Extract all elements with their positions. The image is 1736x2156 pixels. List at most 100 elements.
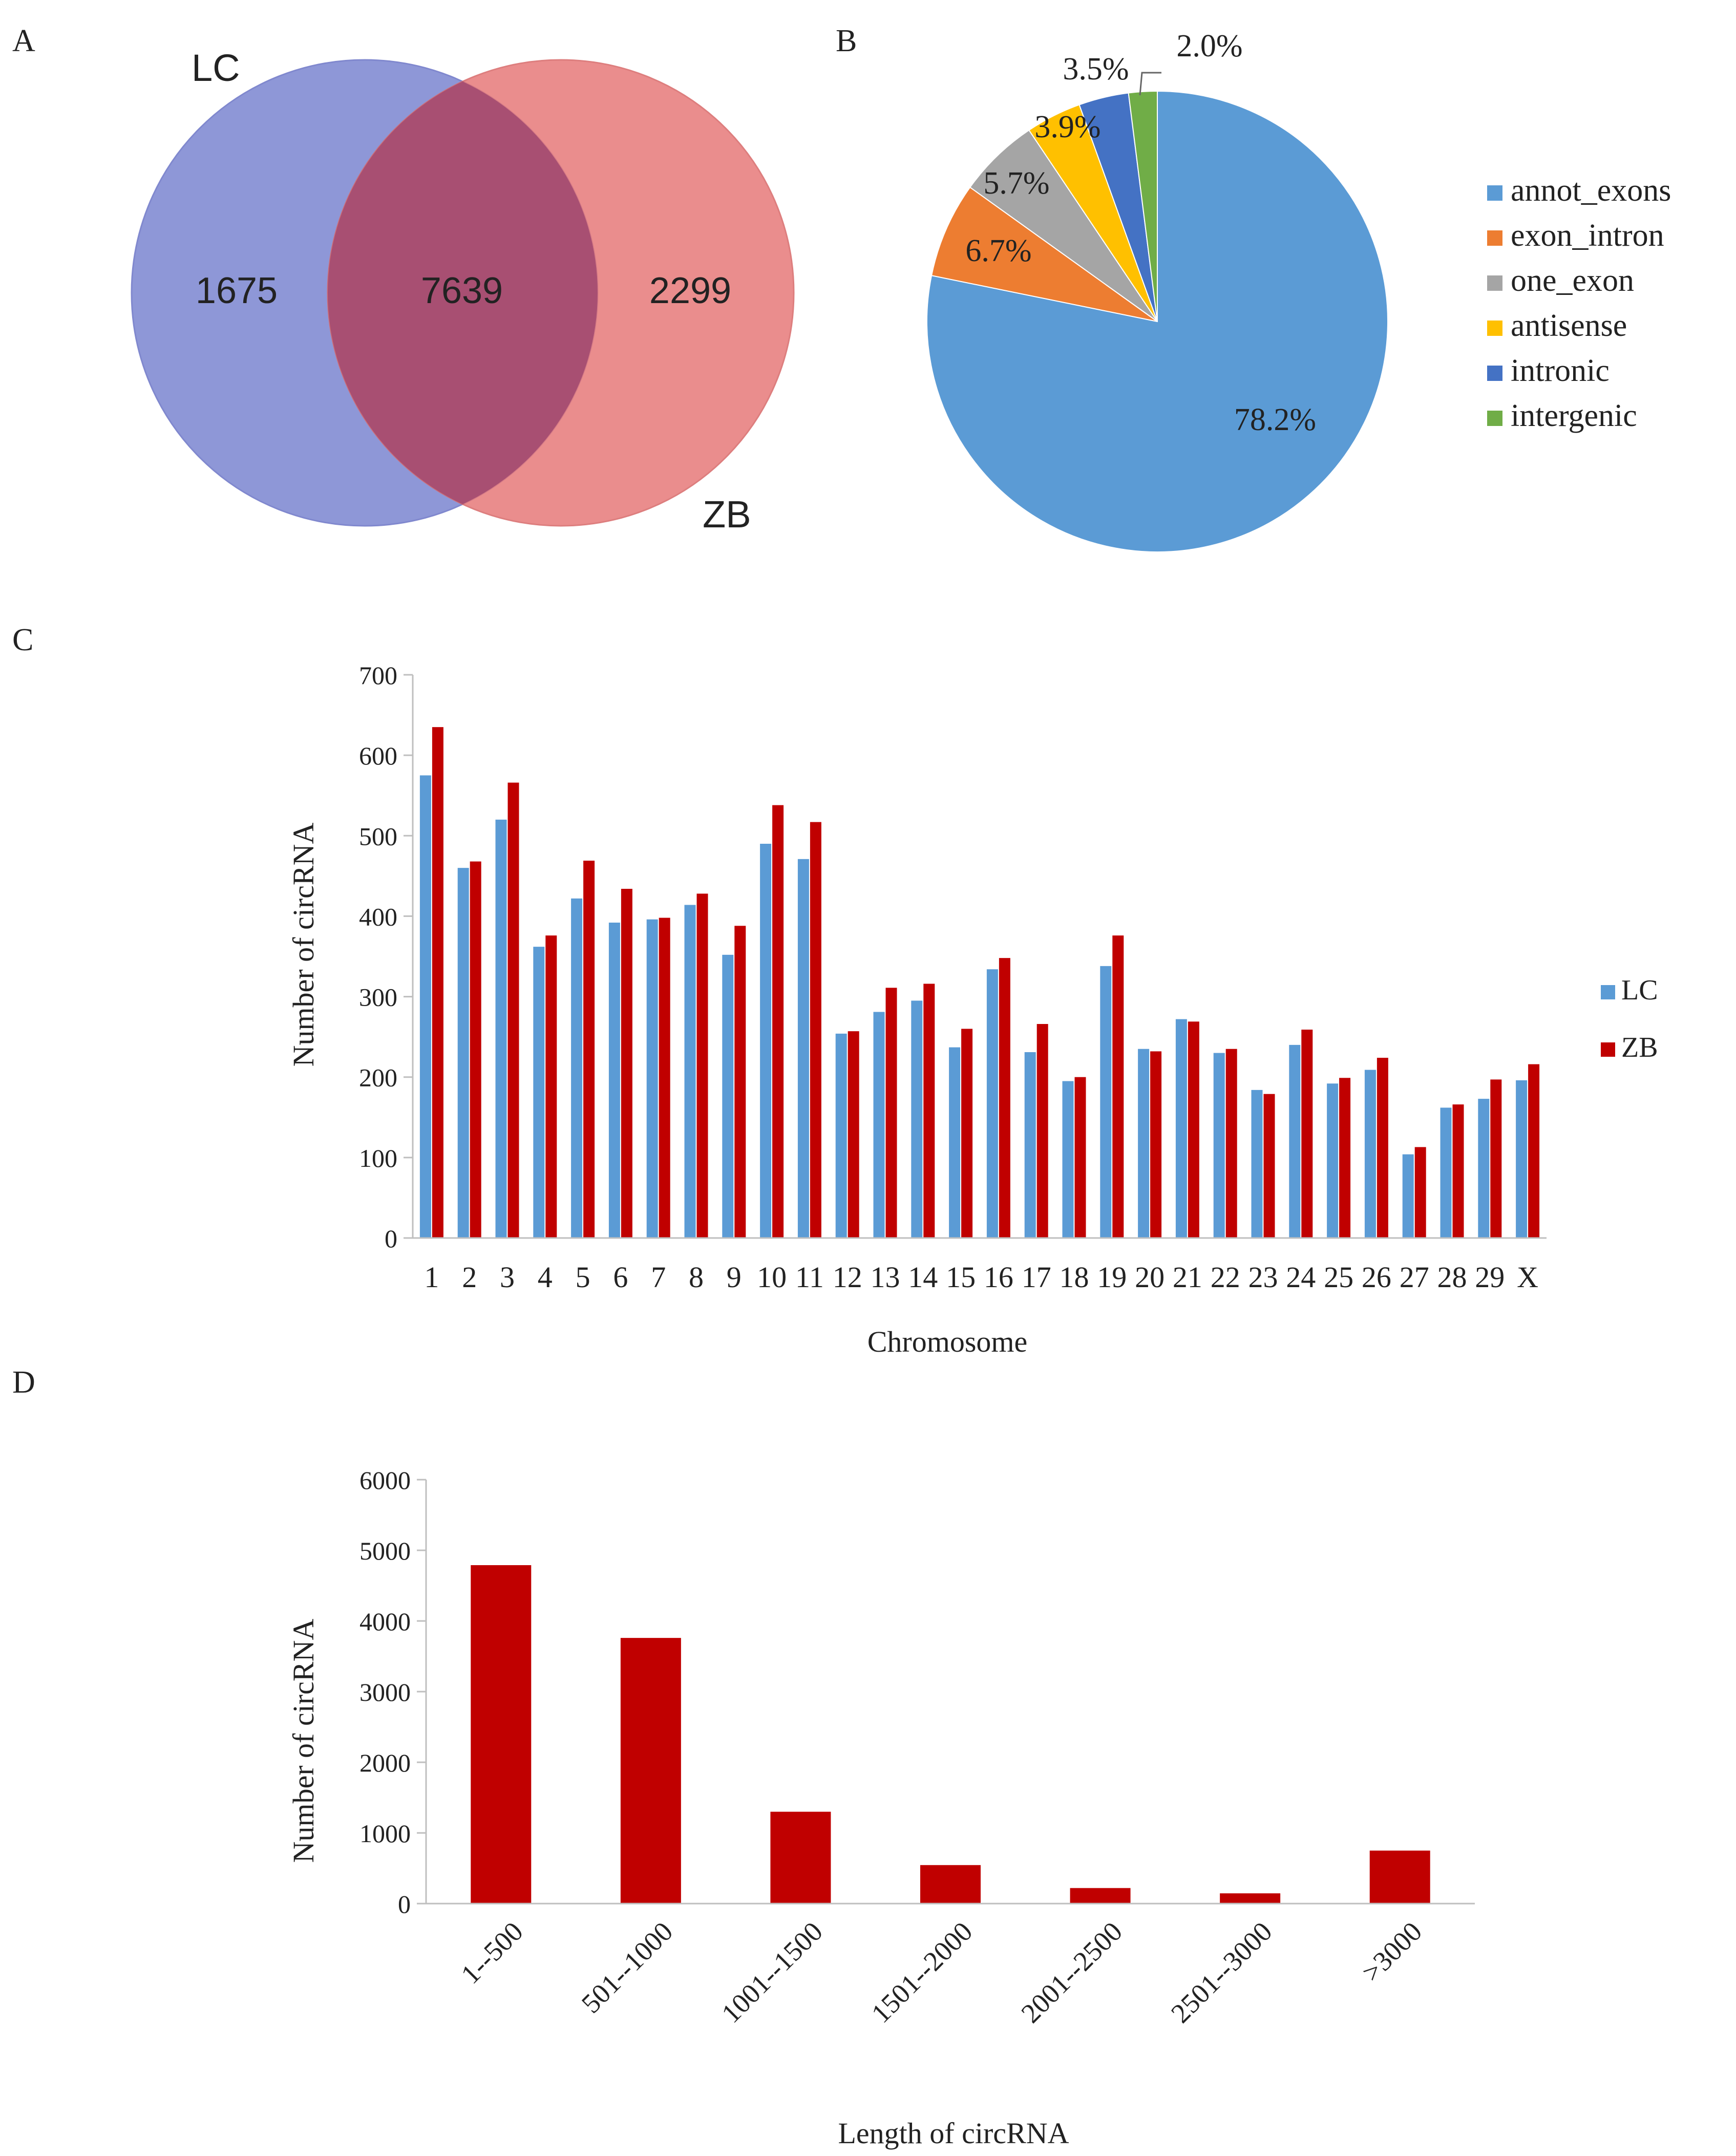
pie-legend-label-intergenic: intergenic	[1511, 398, 1637, 433]
c-legend: LC ZB	[1601, 974, 1658, 1063]
d-y-tick-label: 2000	[359, 1748, 411, 1777]
pie-label-exon-intron: 6.7%	[965, 233, 1031, 268]
c-x-tick-label: 12	[833, 1261, 862, 1294]
venn-intersection-count: 7639	[421, 270, 503, 311]
c-x-tick-label: 2	[462, 1261, 477, 1294]
pie-legend-label-antisense: antisense	[1511, 308, 1627, 343]
pie-chart: 78.2% 6.7% 5.7% 3.9% 3.5% 2.0% annot_exonsexo…	[926, 29, 1671, 552]
pie-legend-swatch-intronic	[1487, 366, 1502, 381]
pie-leader-line	[1139, 72, 1161, 96]
pie-slice-intergenic	[1128, 90, 1158, 322]
pie-slice-one-exon	[969, 129, 1158, 322]
c-x-tick-label: 11	[795, 1261, 824, 1294]
pie-label-one-exon: 5.7%	[983, 166, 1049, 201]
c-y-tick-label: 0	[385, 1224, 397, 1253]
venn-overlap-region	[328, 81, 598, 504]
pie-legend-label-one-exon: one_exon	[1511, 263, 1634, 298]
c-x-tick-label: 29	[1475, 1261, 1505, 1294]
c-bar-zb-chr-17	[1036, 1024, 1048, 1238]
pie-legend-swatch-exon-intron	[1487, 230, 1502, 246]
c-bar-zb-chr-27	[1414, 1147, 1426, 1238]
pie-slice-exon-intron	[930, 186, 1158, 322]
d-x-tick-label: 501--1000	[576, 1916, 679, 2019]
d-y-axis-title: Number of circRNA	[287, 1619, 320, 1863]
c-bar-zb-chr-6	[621, 889, 632, 1238]
c-bar-zb-chr-11	[810, 822, 821, 1238]
c-bar-zb-chr-10	[772, 805, 784, 1238]
c-x-tick-label: 9	[727, 1261, 742, 1294]
d-x-tick-label: 1501--2000	[865, 1916, 979, 2029]
c-bar-zb-chr-3	[507, 782, 519, 1238]
c-bar-lc-chr-2	[457, 868, 469, 1238]
c-bar-lc-chr-8	[684, 905, 696, 1238]
d-bar-6	[1220, 1893, 1281, 1904]
c-bar-lc-chr-5	[571, 898, 583, 1238]
c-legend-swatch-zb	[1601, 1042, 1615, 1057]
c-bar-zb-chr-1	[432, 727, 443, 1238]
c-x-tick-label: 26	[1362, 1261, 1391, 1294]
c-y-tick-label: 400	[359, 902, 397, 931]
c-bar-lc-chr-12	[835, 1033, 847, 1238]
d-x-tick-label: 1--500	[455, 1916, 529, 1990]
pie-label-antisense: 3.9%	[1034, 110, 1100, 144]
c-x-tick-label: 22	[1211, 1261, 1240, 1294]
c-bar-lc-chr-6	[608, 923, 620, 1238]
d-y-tick-label: 3000	[359, 1678, 411, 1706]
c-x-tick-label: 1	[424, 1261, 439, 1294]
c-bar-lc-chr-21	[1175, 1019, 1187, 1238]
c-y-tick-label: 300	[359, 983, 397, 1012]
c-x-tick-label: 17	[1022, 1261, 1051, 1294]
c-x-tick-label: 6	[613, 1261, 628, 1294]
c-bar-lc-chr-22	[1213, 1053, 1225, 1238]
c-x-tick-label: 8	[689, 1261, 704, 1294]
pie-legend-label-exon-intron: exon_intron	[1511, 218, 1664, 253]
c-bar-lc-chr-16	[986, 969, 998, 1238]
c-legend-label-zb: ZB	[1621, 1032, 1658, 1063]
c-x-axis-title: Chromosome	[867, 1325, 1028, 1358]
d-x-tick-label: >3000	[1356, 1916, 1428, 1988]
d-y-tick-label: 1000	[359, 1819, 411, 1848]
c-x-tick-label: 13	[871, 1261, 900, 1294]
c-bar-lc-chr-18	[1062, 1081, 1074, 1238]
d-y-tick-label: 6000	[359, 1466, 411, 1495]
c-bar-zb-chr-19	[1112, 935, 1124, 1238]
d-y-tick-label: 5000	[359, 1536, 411, 1565]
venn-zb-only-count: 2299	[649, 270, 731, 311]
c-x-tick-label: 23	[1248, 1261, 1278, 1294]
c-x-tick-label: 5	[576, 1261, 590, 1294]
d-bar-3	[770, 1811, 831, 1904]
c-x-tick-label: 7	[651, 1261, 666, 1294]
c-y-tick-label: 700	[359, 661, 397, 690]
c-bar-zb-chr-26	[1377, 1058, 1388, 1238]
c-x-tick-label: 15	[946, 1261, 976, 1294]
c-x-tick-label: 21	[1173, 1261, 1202, 1294]
c-bar-zb-chr-16	[999, 958, 1010, 1238]
c-bar-zb-chr-x	[1528, 1064, 1540, 1238]
c-bar-lc-chr-9	[722, 954, 734, 1238]
c-bar-zb-chr-4	[545, 935, 557, 1238]
d-bar-5	[1070, 1888, 1131, 1904]
pie-label-intronic: 3.5%	[1063, 52, 1129, 87]
c-bar-zb-chr-28	[1452, 1104, 1464, 1238]
pie-legend: annot_exons exon_intron one_exon antisense i…	[1487, 173, 1671, 433]
d-bar-2	[620, 1638, 681, 1904]
d-bar-7	[1369, 1850, 1430, 1904]
panel-label-c: C	[12, 623, 33, 657]
c-bar-lc-chr-26	[1364, 1070, 1376, 1238]
c-bar-zb-chr-12	[848, 1031, 859, 1238]
pie-legend-swatch-one-exon	[1487, 275, 1502, 291]
c-bar-zb-chr-2	[470, 861, 481, 1238]
c-bar-zb-chr-20	[1150, 1051, 1162, 1238]
c-x-tick-label: 20	[1135, 1261, 1165, 1294]
d-y-tick-label: 0	[398, 1890, 411, 1918]
c-x-tick-label: 4	[538, 1261, 553, 1294]
pie-legend-label-annot-exons: annot_exons	[1511, 173, 1671, 208]
c-bar-zb-chr-8	[696, 893, 708, 1238]
c-x-tick-label: 14	[908, 1261, 938, 1294]
c-bar-zb-chr-21	[1188, 1021, 1199, 1238]
c-legend-label-lc: LC	[1621, 974, 1658, 1006]
length-bar-chart: 1--500 501--1000 1001--1500 1501--2000 2001-…	[287, 1466, 1475, 2150]
c-bar-zb-chr-25	[1339, 1078, 1351, 1238]
c-bar-lc-chr-3	[495, 819, 507, 1238]
c-y-tick-label: 200	[359, 1063, 397, 1092]
